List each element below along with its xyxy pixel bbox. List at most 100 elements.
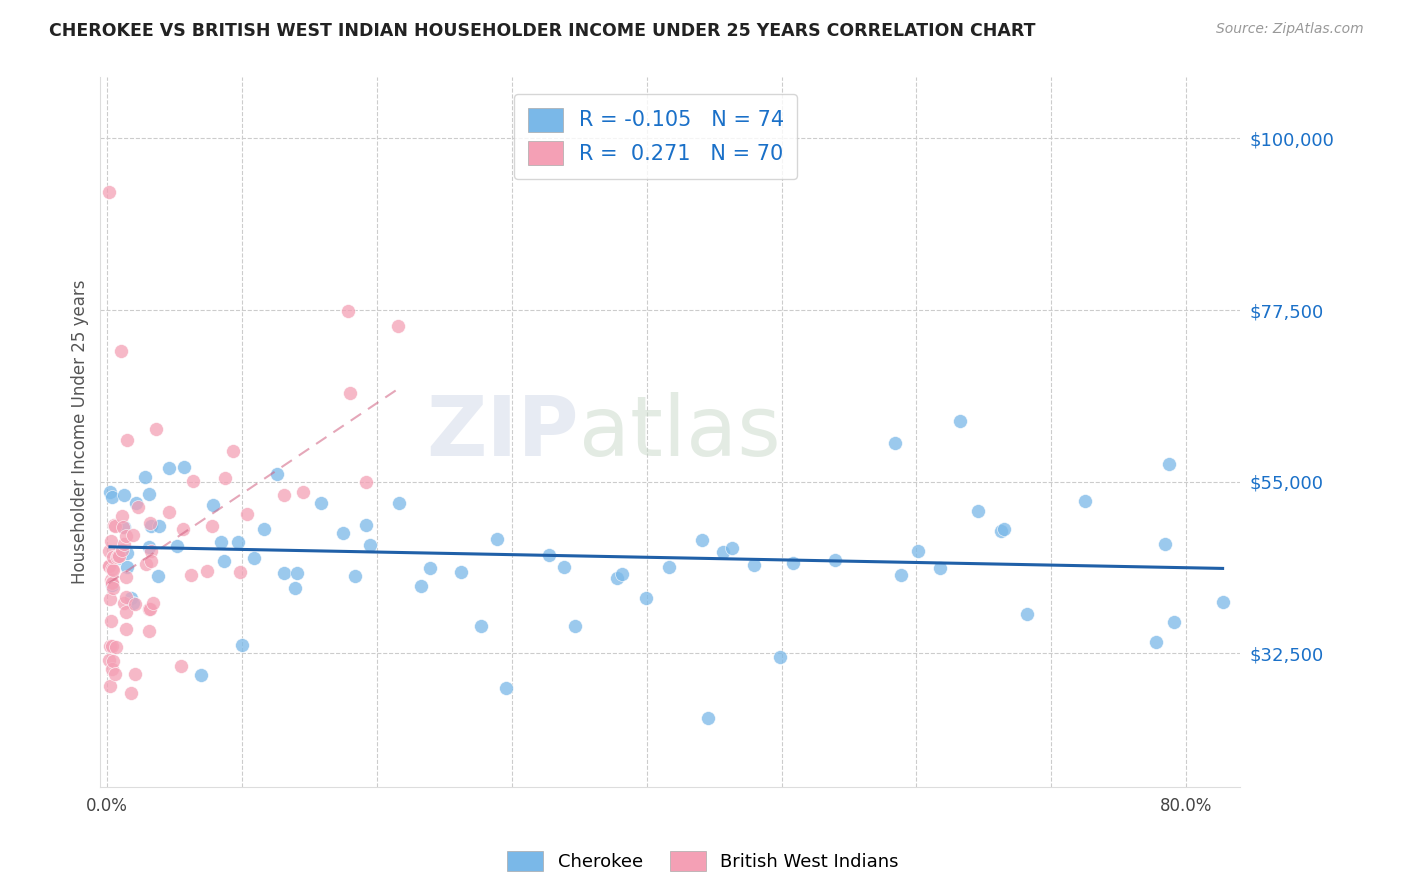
Point [658,559,681,574]
Point [928,561,950,575]
Point [231,638,253,652]
Point [209,534,232,549]
Point [214,471,236,485]
Point [107,549,129,564]
Point [107,551,129,566]
Point [111,519,134,533]
Point [111,543,134,558]
Text: CHEROKEE VS BRITISH WEST INDIAN HOUSEHOLDER INCOME UNDER 25 YEARS CORRELATION CH: CHEROKEE VS BRITISH WEST INDIAN HOUSEHOL… [49,22,1036,40]
Point [486,532,509,546]
Point [1154,536,1177,550]
Point [100,533,122,548]
Point [180,568,202,582]
Point [907,543,929,558]
Point [105,550,128,565]
Point [100,614,122,628]
Point [949,414,972,428]
Point [104,667,127,681]
Point [104,519,127,533]
Point [266,467,288,482]
Point [884,436,907,450]
Point [450,565,472,579]
Point [157,505,180,519]
Point [470,619,492,633]
Point [284,581,307,595]
Point [112,520,135,534]
Point [103,518,125,533]
Point [121,596,143,610]
Point [100,573,122,587]
Point [101,490,124,504]
Point [103,563,125,577]
Point [612,567,634,582]
Point [411,579,433,593]
Text: atlas: atlas [579,392,780,473]
Point [112,537,135,551]
Point [135,557,157,571]
Point [100,662,122,676]
Point [564,619,586,633]
Point [98,639,121,653]
Point [993,522,1015,536]
Point [344,569,367,583]
Point [103,550,125,565]
Point [138,516,160,531]
Point [98,185,121,199]
Point [115,605,138,619]
Point [115,560,138,574]
Point [98,484,121,499]
Point [114,529,136,543]
Point [769,649,792,664]
Point [101,577,124,591]
Point [112,596,135,610]
Y-axis label: Householder Income Under 25 years: Householder Income Under 25 years [72,280,89,584]
Point [138,487,160,501]
Point [201,498,224,512]
Point [243,550,266,565]
Point [172,522,194,536]
Point [138,624,160,638]
Point [101,576,124,591]
Point [388,496,411,510]
Point [538,548,561,562]
Point [166,540,188,554]
Point [229,565,252,579]
Point [138,541,160,555]
Point [101,640,124,654]
Point [98,591,121,606]
Point [120,591,142,606]
Point [101,574,124,589]
Point [170,658,193,673]
Point [124,597,146,611]
Point [690,533,713,547]
Point [782,557,804,571]
Point [101,654,124,668]
Legend: R = -0.105   N = 74, R =  0.271   N = 70: R = -0.105 N = 74, R = 0.271 N = 70 [515,95,797,178]
Point [354,517,377,532]
Legend: Cherokee, British West Indians: Cherokee, British West Indians [501,844,905,879]
Point [111,508,134,523]
Point [148,519,170,533]
Point [1163,615,1185,629]
Point [226,535,249,549]
Point [1144,635,1167,649]
Point [181,474,204,488]
Point [97,653,120,667]
Point [98,679,121,693]
Point [332,526,354,541]
Point [127,500,149,514]
Point [157,461,180,475]
Text: ZIP: ZIP [426,392,579,473]
Point [212,554,235,568]
Point [606,571,628,585]
Point [115,545,138,559]
Point [115,570,138,584]
Point [98,558,121,573]
Point [253,523,276,537]
Point [112,488,135,502]
Point [339,385,361,400]
Point [173,460,195,475]
Point [967,504,990,518]
Point [273,488,295,502]
Point [201,519,224,533]
